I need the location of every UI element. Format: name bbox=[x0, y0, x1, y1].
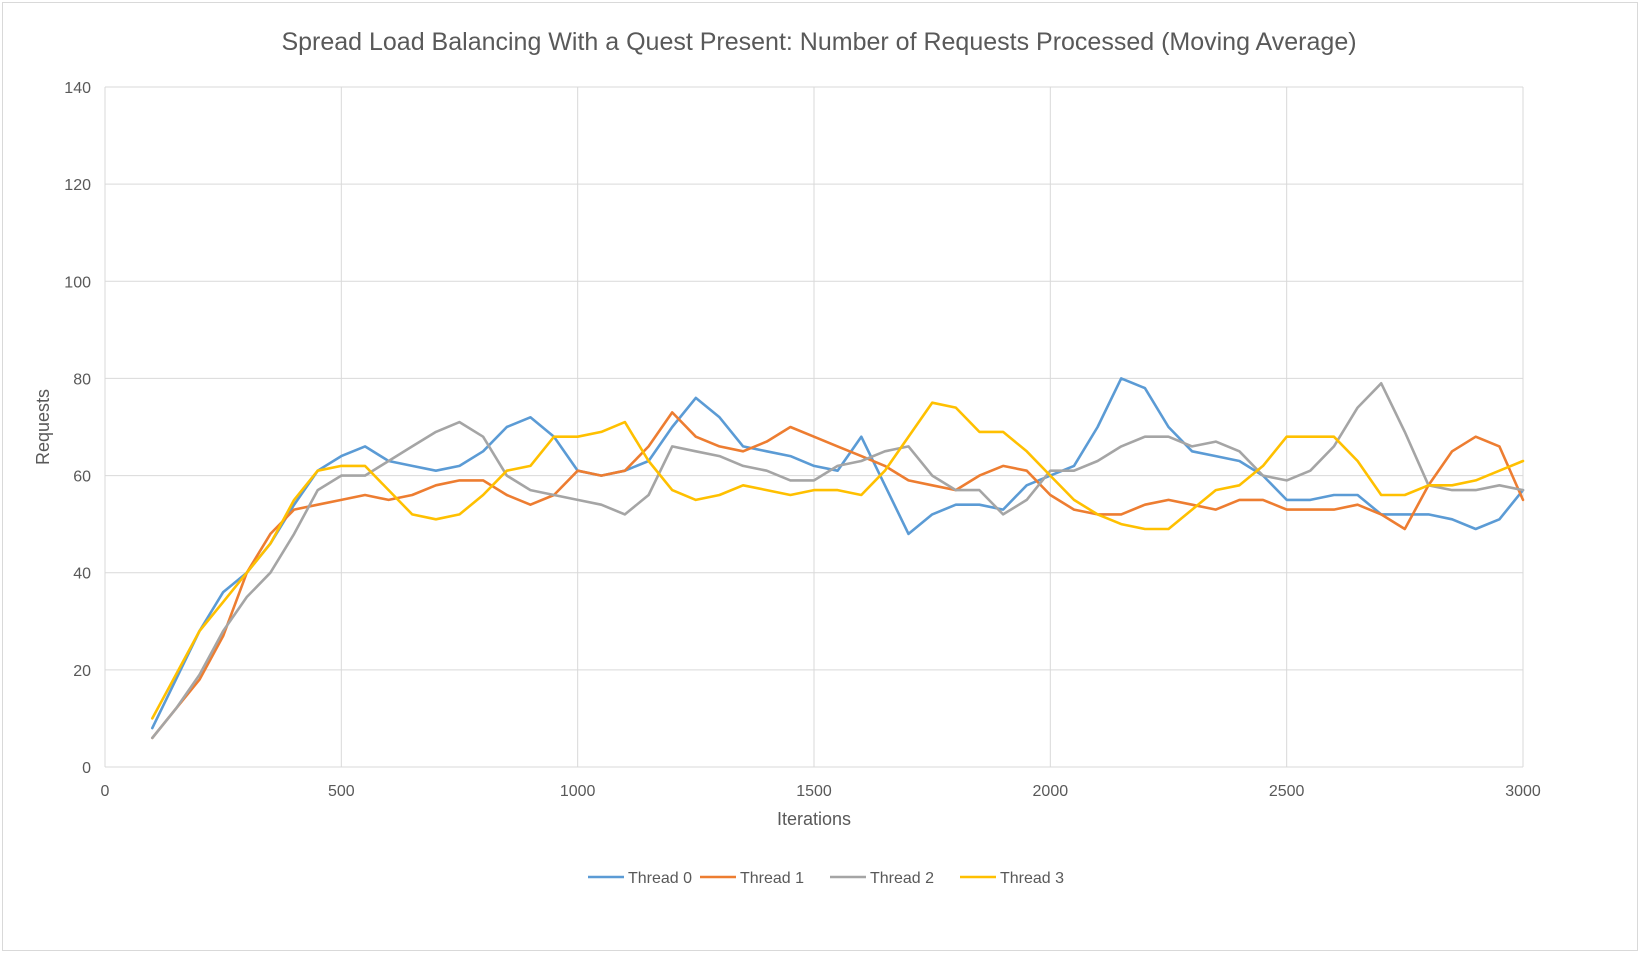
line-chart: Spread Load Balancing With a Quest Prese… bbox=[33, 28, 1541, 887]
series-line-thread-2 bbox=[151, 381, 1525, 740]
y-tick-label: 140 bbox=[64, 80, 91, 97]
x-tick-label: 500 bbox=[328, 783, 355, 800]
series-line-thread-0 bbox=[151, 377, 1525, 730]
legend-label: Thread 2 bbox=[870, 870, 934, 887]
legend-label: Thread 3 bbox=[1000, 870, 1064, 887]
x-tick-label: 3000 bbox=[1505, 783, 1541, 800]
axis-ticks: 0 20 40 60 80 100 120 140 0 500 1000 1500 2000 2500 30… bbox=[64, 80, 1541, 800]
y-axis-title: Requests bbox=[33, 389, 53, 465]
y-tick-label: 100 bbox=[64, 274, 91, 291]
x-tick-label: 2000 bbox=[1033, 783, 1069, 800]
y-tick-label: 40 bbox=[73, 566, 91, 583]
x-tick-label: 1000 bbox=[560, 783, 596, 800]
x-tick-label: 0 bbox=[101, 783, 110, 800]
legend-label: Thread 0 bbox=[628, 870, 692, 887]
series-line-thread-3 bbox=[151, 401, 1525, 720]
y-tick-label: 60 bbox=[73, 469, 91, 486]
y-tick-label: 80 bbox=[73, 371, 91, 388]
y-tick-label: 20 bbox=[73, 663, 91, 680]
y-tick-label: 0 bbox=[82, 760, 91, 777]
y-tick-label: 120 bbox=[64, 177, 91, 194]
series-lines bbox=[151, 377, 1525, 740]
x-tick-label: 2500 bbox=[1269, 783, 1305, 800]
series-line-thread-1 bbox=[151, 411, 1525, 740]
legend-label: Thread 1 bbox=[740, 870, 804, 887]
chart-title: Spread Load Balancing With a Quest Prese… bbox=[281, 28, 1356, 56]
legend: Thread 0 Thread 1 Thread 2 Thread 3 bbox=[588, 870, 1064, 887]
gridlines bbox=[104, 86, 1524, 768]
x-tick-label: 1500 bbox=[796, 783, 832, 800]
x-axis-title: Iterations bbox=[777, 809, 851, 829]
